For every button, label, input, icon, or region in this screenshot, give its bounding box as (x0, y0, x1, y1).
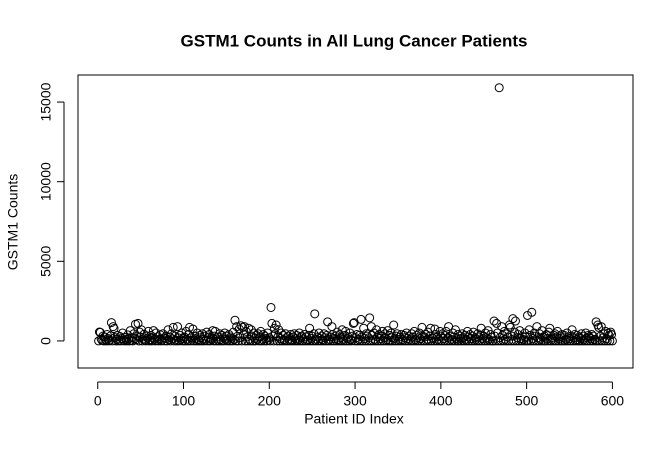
data-point (173, 322, 183, 332)
data-point (259, 336, 269, 346)
data-point (230, 315, 240, 325)
data-point (366, 322, 376, 332)
data-point (572, 330, 582, 340)
data-point (586, 334, 596, 344)
data-point (246, 325, 256, 335)
x-tick-label: 400 (429, 393, 453, 409)
data-point (374, 330, 384, 340)
data-point (436, 331, 446, 341)
chart-title: GSTM1 Counts in All Lung Cancer Patients (181, 31, 528, 50)
data-point (274, 325, 284, 335)
data-point (534, 329, 544, 339)
data-point (225, 336, 235, 346)
data-point (168, 322, 178, 332)
data-point (106, 318, 116, 328)
data-point (145, 335, 155, 345)
x-tick-label: 600 (601, 393, 625, 409)
data-point (323, 317, 333, 327)
data-point (304, 330, 314, 340)
data-point (380, 329, 390, 339)
plot-box (77, 74, 634, 369)
data-point (244, 323, 254, 333)
data-point (492, 318, 502, 328)
y-tick-label: 5000 (38, 246, 54, 277)
data-point (536, 336, 546, 346)
data-point (450, 325, 460, 335)
data-point (588, 336, 598, 346)
data-point (341, 326, 351, 336)
data-point (422, 334, 432, 344)
data-point (510, 316, 520, 326)
data-point (148, 326, 158, 336)
x-tick-label: 300 (343, 393, 367, 409)
data-point (348, 318, 358, 328)
data-point (202, 327, 212, 337)
data-point (607, 336, 617, 346)
x-axis-label: Patient ID Index (304, 411, 404, 427)
data-point (125, 326, 135, 336)
data-point (257, 336, 267, 346)
data-point (134, 336, 144, 346)
data-point (545, 323, 555, 333)
data-point (417, 322, 427, 332)
data-point (305, 323, 315, 333)
data-point (136, 325, 146, 335)
data-point (365, 313, 375, 323)
y-tick-label: 15000 (38, 82, 54, 121)
data-point (227, 336, 237, 346)
data-point (475, 330, 485, 340)
data-point (605, 336, 615, 346)
data-point (245, 336, 255, 346)
data-point (378, 326, 388, 336)
data-point (392, 329, 402, 339)
data-point (489, 316, 499, 326)
data-point (167, 334, 177, 344)
data-point (356, 314, 366, 324)
data-point (310, 309, 320, 319)
x-tick-label: 200 (258, 393, 282, 409)
y-tick-label: 0 (38, 337, 54, 345)
data-point (524, 325, 534, 335)
data-point (265, 336, 275, 346)
data-point (372, 325, 382, 335)
data-point (271, 320, 281, 330)
data-point (527, 307, 537, 317)
data-point (494, 83, 504, 93)
data-point (426, 323, 436, 333)
data-point (607, 330, 617, 340)
data-point (485, 336, 495, 346)
data-point (462, 326, 472, 336)
y-axis-label: GSTM1 Counts (5, 174, 21, 270)
data-point (267, 318, 277, 328)
data-point (252, 335, 262, 345)
x-tick-label: 500 (515, 393, 539, 409)
data-point (389, 320, 399, 330)
data-point (544, 327, 554, 337)
y-tick-label: 10000 (38, 162, 54, 201)
data-point (266, 302, 276, 312)
data-point (508, 314, 518, 324)
x-tick-label: 100 (172, 393, 196, 409)
data-point (430, 324, 440, 334)
x-tick-label: 0 (94, 393, 102, 409)
